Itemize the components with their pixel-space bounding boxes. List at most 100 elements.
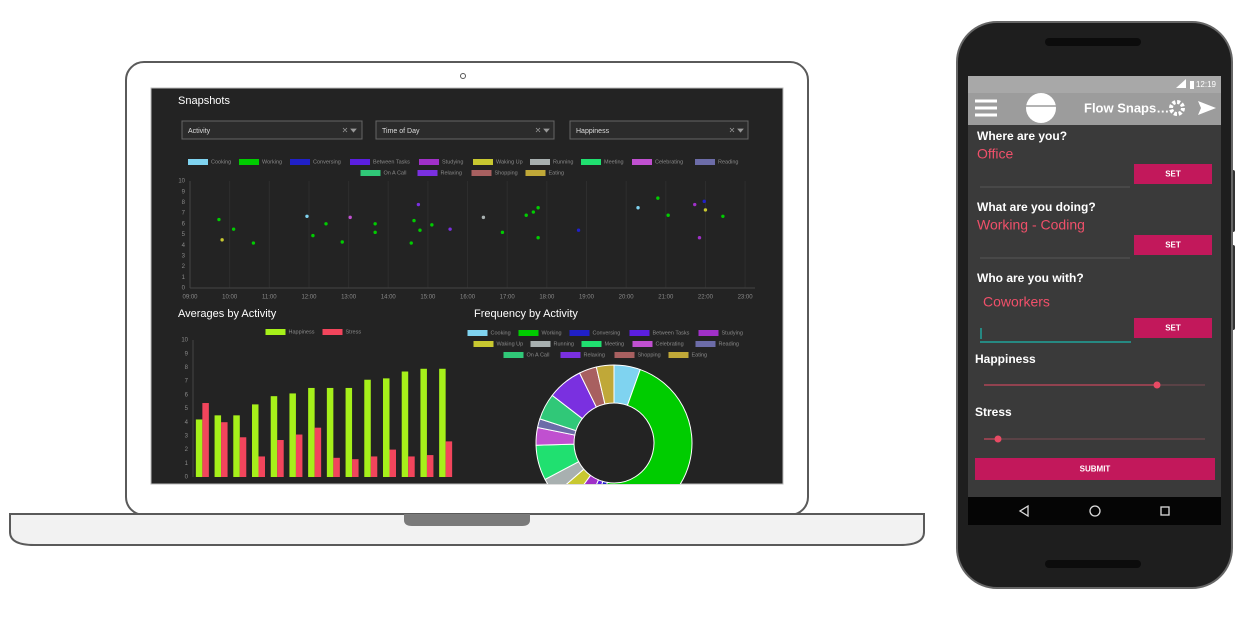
y-tick-label: 3: [185, 433, 189, 439]
scatter-point: [231, 227, 236, 231]
nav-back[interactable]: [1018, 504, 1029, 518]
question-label: What are you doing?: [977, 200, 1096, 214]
button-label: SUBMIT: [1080, 465, 1111, 474]
scatter-point: [340, 240, 344, 244]
status-bar: [968, 76, 1221, 93]
legend-label: Running: [553, 159, 574, 165]
legend-label: Studying: [722, 330, 743, 336]
scatter-point: [373, 222, 377, 226]
x-tick-label: 22:00: [698, 295, 714, 301]
slider-thumb[interactable]: [994, 435, 1002, 443]
scatter-point: [220, 238, 224, 242]
scatter-point: [500, 230, 505, 235]
question-answer: Working - Coding: [977, 217, 1085, 233]
bar: [439, 368, 446, 477]
legend-label: Reading: [719, 341, 740, 347]
scatter-point: [311, 233, 315, 238]
legend-swatch: [473, 159, 493, 165]
menu-icon[interactable]: [975, 99, 997, 117]
bar: [364, 379, 371, 477]
bar: [277, 440, 284, 477]
nav-recent[interactable]: [1160, 506, 1170, 516]
legend-swatch: [419, 159, 439, 165]
nav-home[interactable]: [1089, 505, 1101, 517]
phone-screen: [968, 76, 1221, 525]
bar: [202, 403, 209, 477]
scatter-point: [412, 218, 416, 223]
bar: [352, 459, 359, 477]
legend-label: Celebrating: [656, 341, 684, 347]
filter-box[interactable]: [375, 120, 555, 140]
filter-icons: [729, 127, 744, 133]
submit-button[interactable]: [975, 458, 1215, 480]
y-tick-label: 6: [185, 392, 189, 398]
legend-label: Between Tasks: [653, 330, 690, 336]
y-tick-label: 9: [182, 189, 186, 195]
legend-swatch: [632, 341, 653, 347]
legend-label: Studying: [442, 159, 463, 165]
scatter-point: [636, 206, 640, 210]
legend-label: Shopping: [638, 352, 661, 358]
x-tick-label: 12:00: [301, 295, 317, 301]
slider-thumb[interactable]: [1153, 381, 1161, 389]
legend-label: Celebrating: [655, 159, 683, 165]
legend-swatch: [360, 170, 381, 176]
scatter-point: [666, 213, 670, 217]
y-tick-label: 2: [182, 264, 186, 270]
legend-label: Cooking: [491, 330, 511, 336]
legend-label: Between Tasks: [373, 159, 410, 165]
laptop-notch: [404, 514, 530, 526]
legend-swatch: [581, 159, 601, 165]
filter-label: Activity: [188, 128, 211, 135]
scatter-point: [524, 213, 528, 217]
y-tick-label: 6: [182, 221, 186, 227]
bar: [314, 427, 322, 477]
y-tick-label: 0: [182, 286, 186, 292]
scatter-point: [418, 228, 422, 232]
legend-swatch: [188, 159, 208, 165]
filter-box[interactable]: [181, 120, 363, 140]
scatter-point: [448, 227, 452, 231]
legend-label: Working: [542, 330, 562, 336]
question-label: Who are you with?: [977, 271, 1084, 285]
legend-label: Relaxing: [441, 170, 462, 176]
y-tick-label: 7: [182, 211, 186, 217]
scatter-point: [536, 236, 540, 240]
legend-label: Running: [554, 341, 575, 347]
x-tick-label: 20:00: [619, 295, 635, 301]
filters: Activity Time of Day Happiness: [181, 120, 749, 140]
legend-label: Conversing: [313, 159, 341, 165]
bar: [195, 419, 203, 477]
bar: [408, 456, 415, 477]
filter-icons: [342, 127, 357, 133]
y-tick-label: 1: [182, 275, 186, 281]
settings-icon[interactable]: [1169, 100, 1185, 116]
app-title: Flow Snaps…: [1084, 100, 1169, 115]
legend-swatch: [632, 159, 652, 165]
bar: [426, 455, 434, 477]
set-button[interactable]: [1134, 318, 1212, 338]
set-button[interactable]: [1134, 235, 1212, 255]
chart-title: Averages by Activity: [178, 308, 277, 320]
y-tick-label: 10: [181, 338, 188, 344]
laptop-base: [9, 513, 925, 546]
bar: [308, 387, 315, 477]
bar: [233, 415, 240, 477]
send-icon[interactable]: [1198, 101, 1216, 115]
x-tick-label: 14:00: [381, 295, 397, 301]
scatter-point: [531, 210, 536, 214]
legend-label: Waking Up: [497, 341, 524, 347]
bar: [333, 457, 340, 477]
legend-label: Waking Up: [496, 159, 523, 165]
bar: [420, 368, 427, 477]
filter-box[interactable]: [569, 120, 749, 140]
x-tick-label: 09:00: [182, 295, 198, 301]
legend-label: Eating: [549, 170, 565, 176]
scatter-point: [721, 214, 725, 219]
legend-label: Working: [262, 159, 282, 165]
legend-label: Cooking: [211, 159, 231, 165]
y-tick-label: 5: [182, 232, 186, 238]
set-button[interactable]: [1134, 164, 1212, 184]
legend-swatch: [668, 352, 689, 358]
scatter-point: [536, 206, 540, 210]
